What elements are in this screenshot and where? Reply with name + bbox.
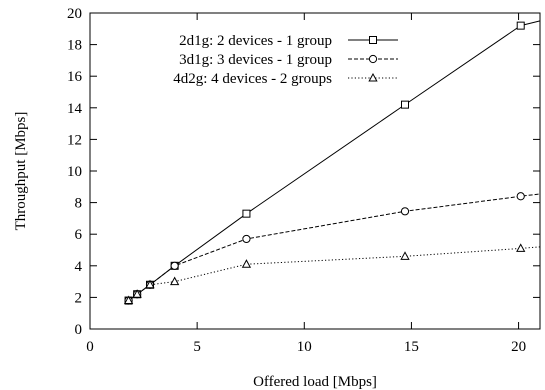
y-tick-label: 2 <box>75 290 83 306</box>
legend-label: 2d1g: 2 devices - 1 group <box>179 33 332 49</box>
x-tick-label: 15 <box>404 339 419 355</box>
y-tick-label: 6 <box>75 227 83 243</box>
data-point <box>132 289 142 298</box>
data-point <box>400 251 410 260</box>
series-layer <box>123 20 541 305</box>
y-tick-label: 20 <box>67 6 82 22</box>
y-tick-label: 10 <box>67 164 82 180</box>
x-tick-label: 20 <box>511 339 526 355</box>
x-tick-label: 5 <box>193 339 201 355</box>
legend-label: 3d1g: 3 devices - 1 group <box>179 52 332 68</box>
data-point <box>516 21 525 30</box>
data-point <box>516 192 525 201</box>
data-point <box>242 209 251 218</box>
data-point <box>516 243 526 252</box>
data-point <box>123 295 134 305</box>
x-axis-label: Offered load [Mbps] <box>253 374 377 390</box>
legend-label: 4d2g: 4 devices - 2 groups <box>173 71 332 87</box>
y-tick-label: 0 <box>75 322 83 338</box>
legend-marker <box>368 54 378 64</box>
y-tick-label: 14 <box>67 101 83 117</box>
series-1 <box>124 192 541 305</box>
data-point <box>170 261 179 270</box>
data-point <box>400 207 410 216</box>
x-tick-label: 0 <box>86 339 94 355</box>
data-point <box>401 100 409 109</box>
series-2 <box>123 243 541 305</box>
data-point <box>170 276 180 286</box>
y-tick-label: 8 <box>75 196 83 212</box>
legend-marker <box>369 36 377 44</box>
y-tick-label: 4 <box>75 259 83 275</box>
y-tick-label: 18 <box>67 38 82 54</box>
y-axis-label: Throughput [Mbps] <box>13 112 29 231</box>
ticks-layer: 0 5 10 15 20 0 2 4 6 8 10 12 14 16 18 20 <box>67 6 540 355</box>
data-point <box>145 279 155 289</box>
data-point <box>242 234 251 244</box>
legend-marker <box>368 72 378 82</box>
data-point <box>241 259 252 268</box>
legend: 2d1g: 2 devices - 1 group 3d1g: 3 devices… <box>173 33 398 87</box>
y-tick-label: 12 <box>67 132 82 148</box>
series-line <box>128 193 541 301</box>
x-tick-label: 10 <box>297 339 312 355</box>
y-tick-label: 16 <box>67 69 83 85</box>
